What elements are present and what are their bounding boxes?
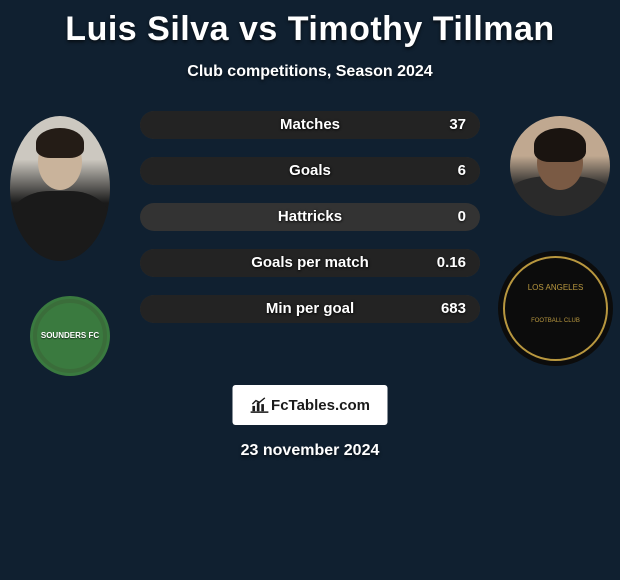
stat-value: 6 — [458, 157, 466, 185]
stat-value: 0 — [458, 203, 466, 231]
stat-row-min-per-goal: Min per goal 683 — [140, 295, 480, 323]
stat-row-goals: Goals 6 — [140, 157, 480, 185]
stat-label: Goals per match — [140, 249, 480, 277]
stat-value: 0.16 — [437, 249, 466, 277]
stat-label: Matches — [140, 111, 480, 139]
stat-label: Hattricks — [140, 203, 480, 231]
stat-row-hattricks: Hattricks 0 — [140, 203, 480, 231]
stat-label: Goals — [140, 157, 480, 185]
stat-bars: Matches 37 Goals 6 Hattricks 0 Goals per… — [140, 111, 480, 341]
player-right-avatar — [510, 116, 610, 216]
footer-date: 23 november 2024 — [0, 442, 620, 460]
page-title: Luis Silva vs Timothy Tillman — [0, 0, 620, 49]
club-right-label-bottom: FOOTBALL CLUB — [498, 318, 613, 324]
comparison-panel: SOUNDERS FC LOS ANGELES FOOTBALL CLUB Ma… — [0, 111, 620, 411]
club-right-badge: LOS ANGELES FOOTBALL CLUB — [498, 251, 613, 366]
subtitle: Club competitions, Season 2024 — [0, 63, 620, 81]
stat-value: 37 — [449, 111, 466, 139]
branding-text: FcTables.com — [271, 397, 370, 414]
stat-row-goals-per-match: Goals per match 0.16 — [140, 249, 480, 277]
club-right-label-top: LOS ANGELES — [498, 283, 613, 292]
club-left-label: SOUNDERS FC — [30, 331, 110, 340]
chart-icon — [250, 397, 268, 413]
branding-badge: FcTables.com — [233, 385, 388, 425]
club-left-badge: SOUNDERS FC — [30, 296, 110, 376]
stat-row-matches: Matches 37 — [140, 111, 480, 139]
stat-value: 683 — [441, 295, 466, 323]
stat-label: Min per goal — [140, 295, 480, 323]
player-left-avatar — [10, 116, 110, 261]
